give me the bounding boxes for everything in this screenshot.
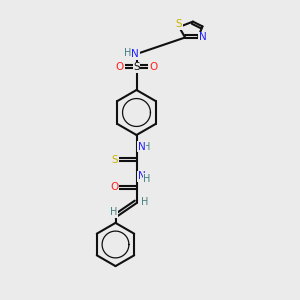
Text: H: H [110,207,118,217]
Text: O: O [116,62,124,73]
Text: N: N [199,32,207,43]
Text: N: N [138,142,146,152]
Text: O: O [110,182,119,193]
Text: N: N [138,171,146,182]
Text: O: O [149,62,157,73]
Text: H: H [143,142,151,152]
Text: H: H [124,47,131,58]
Text: S: S [176,19,182,29]
Text: H: H [143,173,151,184]
Text: N: N [131,49,139,59]
Text: S: S [133,62,140,73]
Text: H: H [141,197,148,207]
Text: S: S [111,155,118,165]
